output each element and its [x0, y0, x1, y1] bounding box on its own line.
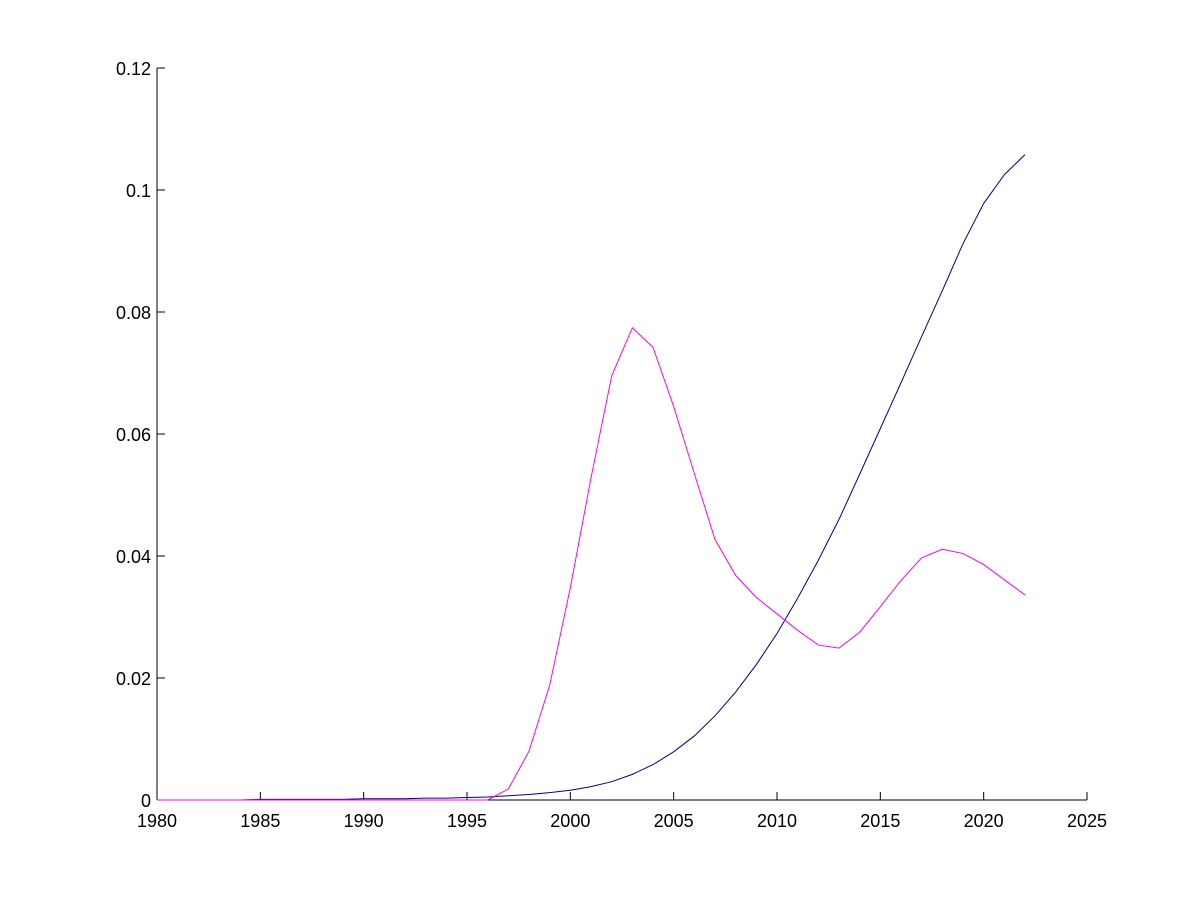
x-tick-label: 2015 [860, 811, 900, 831]
x-tick-label: 1990 [344, 811, 384, 831]
y-tick-label: 0 [141, 791, 151, 811]
series-lines [157, 154, 1026, 801]
series-line-1 [157, 154, 1026, 801]
x-tick-label: 2000 [550, 811, 590, 831]
x-tick-label: 1985 [240, 811, 280, 831]
x-tick-label: 1980 [137, 811, 177, 831]
series-line-2 [157, 327, 1026, 801]
x-tick-label: 2020 [964, 811, 1004, 831]
x-tick-label: 1995 [447, 811, 487, 831]
y-tick-label: 0.02 [116, 669, 151, 689]
ticks: 1980 1985 1990 1995 2000 2005 2010 2015 2020 2025… [116, 59, 1107, 831]
axes [156, 68, 1087, 801]
y-tick-label: 0.12 [116, 59, 151, 79]
x-tick-label: 2025 [1067, 811, 1107, 831]
x-tick-label: 2010 [757, 811, 797, 831]
y-tick-label: 0.04 [116, 547, 151, 567]
y-tick-label: 0.1 [126, 181, 151, 201]
y-tick-label: 0.06 [116, 425, 151, 445]
y-tick-label: 0.08 [116, 303, 151, 323]
x-tick-label: 2005 [654, 811, 694, 831]
